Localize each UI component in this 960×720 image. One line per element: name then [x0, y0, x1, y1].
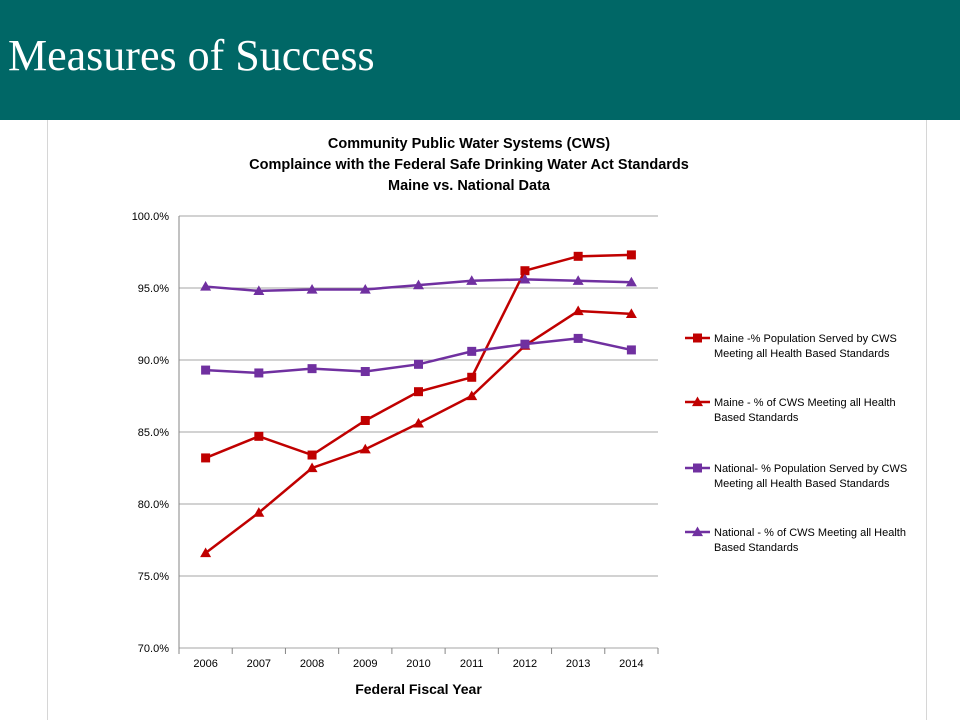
chart-title: Community Public Water Systems (CWS) Com…: [48, 134, 890, 197]
data-point: [201, 453, 211, 463]
chart-title-line-1: Community Public Water Systems (CWS): [327, 136, 611, 152]
x-tick-label: 2009: [353, 658, 377, 670]
data-point: [625, 276, 637, 287]
data-point: [200, 281, 212, 291]
legend-marker: [693, 463, 702, 473]
data-point: [254, 368, 264, 378]
legend-marker: [692, 396, 703, 407]
data-point: [306, 462, 318, 473]
legend-marker: [693, 333, 702, 343]
chart-title-line-2: Complaince with the Federal Safe Drinkin…: [249, 157, 689, 173]
data-point: [626, 345, 636, 355]
x-tick-label: 2010: [406, 658, 430, 670]
x-tick-label: 2011: [460, 658, 484, 670]
data-point: [307, 450, 317, 460]
data-point: [306, 283, 318, 294]
data-point: [414, 359, 423, 369]
y-tick-label: 100.0%: [132, 211, 170, 223]
x-tick-label: 2012: [513, 658, 537, 670]
data-point: [625, 308, 637, 319]
data-point: [573, 251, 583, 261]
y-tick-label: 90.0%: [138, 355, 169, 367]
data-point: [466, 390, 478, 401]
slide-title: Measures of Success: [8, 31, 375, 80]
data-point: [414, 387, 423, 397]
data-point: [307, 364, 317, 374]
legend-label: Meeting all Health Based Standards: [714, 478, 890, 490]
data-point: [466, 275, 478, 285]
x-axis-title: Federal Fiscal Year: [355, 681, 482, 697]
data-point: [520, 266, 530, 276]
x-tick-label: 2007: [247, 658, 271, 670]
data-point: [360, 415, 370, 425]
chart-frame: Community Public Water Systems (CWS) Com…: [47, 120, 927, 720]
data-point: [573, 333, 583, 343]
data-point: [201, 365, 211, 375]
x-tick-label: 2013: [566, 658, 590, 670]
data-point: [253, 285, 265, 296]
data-point: [520, 339, 530, 349]
legend-label: National - % of CWS Meeting all Health: [714, 527, 906, 539]
data-point: [519, 273, 531, 284]
data-point: [572, 305, 584, 316]
x-tick-label: 2014: [619, 658, 643, 670]
y-tick-label: 80.0%: [138, 499, 169, 511]
data-point: [360, 367, 370, 377]
legend-label: Based Standards: [714, 542, 799, 554]
y-tick-label: 95.0%: [138, 283, 169, 295]
x-tick-label: 2008: [300, 658, 324, 670]
data-point: [359, 443, 371, 454]
data-point: [413, 417, 424, 428]
legend-label: Meeting all Health Based Standards: [714, 348, 890, 360]
data-point: [413, 279, 424, 290]
x-tick-label: 2006: [193, 658, 217, 670]
header-band: Measures of Success: [0, 0, 960, 120]
chart-title-line-3: Maine vs. National Data: [388, 178, 550, 194]
legend-label: Maine - % of CWS Meeting all Health: [714, 397, 896, 409]
data-point: [359, 283, 371, 294]
legend-label: National- % Population Served by CWS: [714, 463, 907, 475]
data-point: [626, 250, 636, 260]
data-point: [572, 275, 584, 285]
data-point: [200, 547, 212, 558]
data-point: [467, 372, 477, 382]
data-point: [254, 431, 264, 441]
y-tick-label: 85.0%: [138, 427, 169, 439]
line-chart: 70.0% 75.0% 80.0% 85.0% 90.0% 95.0% 100.0% 2006…: [132, 211, 908, 697]
data-point: [253, 507, 265, 517]
legend-marker: [692, 526, 703, 537]
y-tick-label: 70.0%: [138, 643, 169, 655]
y-tick-label: 75.0%: [138, 571, 169, 583]
legend-label: Maine -% Population Served by CWS: [714, 333, 897, 345]
data-point: [467, 346, 477, 356]
legend-label: Based Standards: [714, 412, 799, 424]
